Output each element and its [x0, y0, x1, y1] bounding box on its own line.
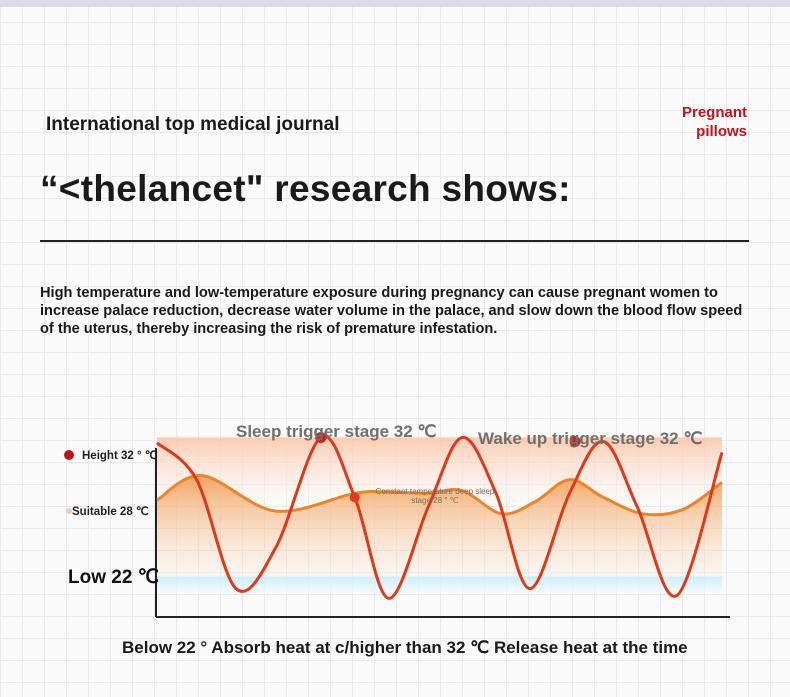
annotation-sleep-trigger: Sleep trigger stage 32 ℃ — [236, 422, 437, 441]
marker-deep-sleep — [349, 492, 360, 503]
marker-sleep-peak — [315, 431, 327, 443]
annotation-deep-sleep: Constant temperature deep sleep stage 28 … — [376, 487, 495, 505]
footer-caption: Below 22 ° Absorb heat at c/higher than … — [122, 638, 688, 657]
annotation-wake-trigger: Wake up trigger stage 32 ℃ — [478, 429, 702, 448]
brand-line-2: pillows — [696, 123, 747, 140]
headline: “<thelancet" research shows: — [40, 168, 571, 209]
intro-paragraph: High temperature and low-temperature exp… — [40, 285, 743, 337]
pillow-temp-line — [156, 474, 723, 517]
brand-label: Pregnant pillows — [682, 103, 747, 141]
pillow-area-fill — [157, 475, 722, 577]
marker-wake-peak — [569, 436, 581, 448]
divider — [40, 240, 749, 242]
level-label-suitable: Suitable 28 ℃ — [72, 505, 149, 518]
level-label-low: Low 22 ℃ — [68, 567, 159, 588]
brand-line-1: Pregnant — [681, 104, 747, 121]
top-border — [0, 0, 790, 7]
level-label-high: Height 32 ° ℃ — [82, 449, 158, 462]
high-temp-zone — [157, 437, 722, 501]
high-level-dot — [64, 450, 74, 460]
journal-caption: International top medical journal — [46, 114, 340, 135]
suitable-level-dot — [66, 508, 72, 514]
body-temp-line — [155, 434, 724, 600]
low-temp-zone — [157, 576, 722, 593]
